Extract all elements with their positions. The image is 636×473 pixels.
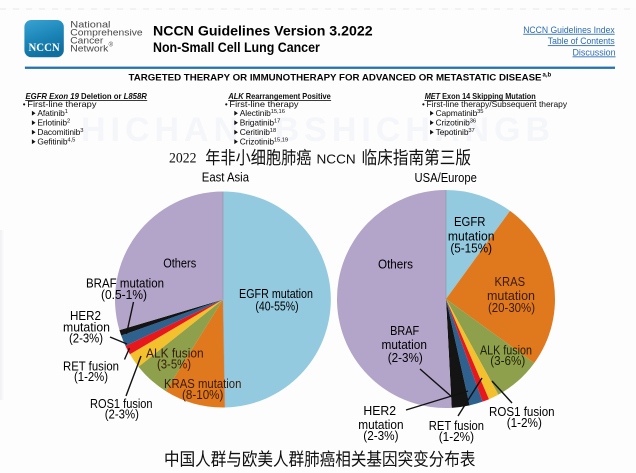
svg-text:(20-30%): (20-30%) [488, 300, 535, 315]
svg-text:Comprehensive: Comprehensive [70, 28, 142, 39]
svg-text:(8-10%): (8-10%) [182, 387, 223, 402]
svg-text:Afatinib: Afatinib [37, 108, 65, 118]
svg-text:First-line therapy/Subsequent: First-line therapy/Subsequent therapy [427, 99, 568, 109]
svg-text:(1-2%): (1-2%) [507, 415, 542, 430]
svg-text:a,b: a,b [543, 73, 552, 79]
svg-text:Erlotinib: Erlotinib [37, 118, 67, 128]
svg-text:mutation: mutation [487, 288, 535, 303]
svg-text:Non-Small Cell Lung Cancer: Non-Small Cell Lung Cancer [153, 39, 320, 55]
svg-text:ALK Rearrangement Positive: ALK Rearrangement Positive [228, 91, 332, 101]
svg-text:HER2: HER2 [363, 403, 396, 418]
svg-text:ROS1 fusion: ROS1 fusion [90, 396, 153, 411]
svg-text:Crizotinib: Crizotinib [436, 118, 471, 128]
svg-text:EGFR Exon 19 Deletion or L858R: EGFR Exon 19 Deletion or L858R [26, 91, 147, 101]
svg-text:Others: Others [378, 257, 413, 272]
svg-text:Tepotinib: Tepotinib [436, 127, 469, 137]
svg-text:HER2: HER2 [70, 308, 101, 323]
svg-text:mutation: mutation [63, 319, 110, 334]
svg-text:NCCN: NCCN [317, 152, 356, 166]
svg-text:NCCN: NCCN [28, 42, 60, 54]
svg-text:Dacomitinib: Dacomitinib [37, 127, 80, 137]
svg-text:®: ® [109, 42, 114, 49]
svg-text:TARGETED THERAPY OR IMMUNOTHER: TARGETED THERAPY OR IMMUNOTHERAPY FOR AD… [129, 73, 542, 83]
svg-text:Discussion: Discussion [573, 47, 616, 57]
svg-text:ALK fusion: ALK fusion [146, 346, 204, 361]
svg-text:BRAF mutation: BRAF mutation [86, 275, 164, 290]
svg-text:mutation: mutation [381, 337, 427, 352]
svg-text:2022: 2022 [169, 151, 197, 167]
svg-text:USA/Europe: USA/Europe [415, 170, 477, 185]
svg-text:NCCN Guidelines Index: NCCN Guidelines Index [523, 25, 615, 35]
svg-text:(1-2%): (1-2%) [74, 369, 108, 384]
svg-text:EGFR mutation: EGFR mutation [239, 286, 313, 301]
svg-text:mutation: mutation [448, 228, 495, 243]
svg-text:mutation: mutation [358, 417, 403, 432]
svg-text:(2-3%): (2-3%) [388, 350, 423, 365]
svg-text:Ceritinib: Ceritinib [240, 127, 270, 137]
svg-text:KRAS: KRAS [495, 274, 526, 289]
svg-text:(1-2%): (1-2%) [439, 429, 474, 444]
svg-text:Brigatinib: Brigatinib [240, 118, 275, 128]
svg-text:Gefitinib: Gefitinib [37, 137, 67, 147]
svg-text:First-line therapy: First-line therapy [27, 99, 97, 109]
svg-text:(2-3%): (2-3%) [363, 428, 398, 443]
svg-text:(3-6%): (3-6%) [490, 353, 525, 368]
svg-text:Network: Network [70, 44, 108, 55]
svg-text:Capmatinib: Capmatinib [436, 108, 478, 118]
svg-text:(3-5%): (3-5%) [157, 356, 191, 371]
svg-text:(2-3%): (2-3%) [105, 407, 139, 422]
svg-text:ROS1 fusion: ROS1 fusion [489, 404, 555, 419]
svg-text:•: • [23, 100, 26, 109]
svg-text:Crizotinib: Crizotinib [240, 137, 275, 147]
svg-text:NCCN Guidelines Version 3.2022: NCCN Guidelines Version 3.2022 [153, 23, 373, 39]
svg-text:(2-3%): (2-3%) [69, 331, 103, 346]
svg-text:Table of Contents: Table of Contents [548, 36, 615, 46]
svg-text:National: National [70, 20, 110, 31]
svg-text:(0.5-1%): (0.5-1%) [101, 287, 147, 302]
svg-text:Cancer: Cancer [70, 36, 104, 47]
svg-text:First-line therapy: First-line therapy [229, 99, 299, 109]
svg-text:KRAS mutation: KRAS mutation [164, 376, 241, 391]
svg-text:East Asia: East Asia [202, 169, 250, 184]
svg-text:BRAF: BRAF [390, 323, 419, 338]
svg-text:MET Exon 14 Skipping Mutation: MET Exon 14 Skipping Mutation [425, 91, 536, 101]
svg-text:•: • [225, 100, 228, 109]
svg-text:•: • [422, 100, 425, 109]
svg-text:(40-55%): (40-55%) [255, 299, 298, 314]
svg-text:(5-15%): (5-15%) [450, 241, 492, 256]
svg-text:EGFR: EGFR [454, 214, 486, 229]
svg-text:Alectinib: Alectinib [240, 108, 271, 118]
svg-text:ALK fusion: ALK fusion [480, 342, 532, 357]
svg-text:RET fusion: RET fusion [429, 418, 484, 433]
svg-text:RET fusion: RET fusion [63, 358, 119, 373]
svg-text:Others: Others [163, 256, 196, 271]
svg-text:HICHANGBSHICHANGB: HICHANGBSHICHANGB [81, 111, 555, 149]
